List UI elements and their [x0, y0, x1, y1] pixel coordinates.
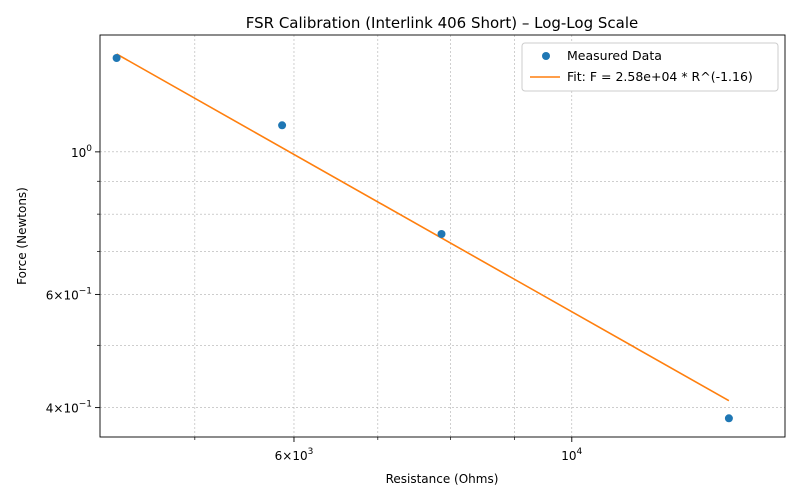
- legend: Measured Data Fit: F = 2.58e+04 * R^(-1.…: [521, 42, 779, 92]
- y-tick-label-0: 100: [71, 144, 92, 160]
- x-tick-label-1: 104: [561, 447, 582, 463]
- legend-label-fit: Fit: F = 2.58e+04 * R^(-1.16): [567, 69, 753, 84]
- y-tick-label-2: 4×10−1: [46, 400, 92, 416]
- y-tick-label-1: 6×10−1: [46, 286, 92, 302]
- legend-box: [521, 42, 779, 92]
- data-point-0: [112, 54, 121, 62]
- data-point-1: [278, 121, 287, 130]
- y-axis-label: Force (Newtons): [15, 187, 29, 285]
- x-tick-label-0: 6×103: [275, 447, 314, 463]
- fit-line: [116, 53, 730, 402]
- x-axis-label: Resistance (Ohms): [386, 472, 499, 486]
- data-point-2: [437, 230, 446, 238]
- legend-label-measured: Measured Data: [567, 48, 662, 63]
- plot-frame: [99, 34, 786, 438]
- data-point-3: [724, 414, 733, 423]
- grid: [100, 35, 785, 437]
- chart-title: FSR Calibration (Interlink 406 Short) – …: [246, 14, 638, 32]
- ticks: 6×103 104 100 6×10−1 4×10−1: [46, 144, 583, 463]
- series-layer: [112, 53, 733, 423]
- legend-marker-measured: [542, 52, 550, 60]
